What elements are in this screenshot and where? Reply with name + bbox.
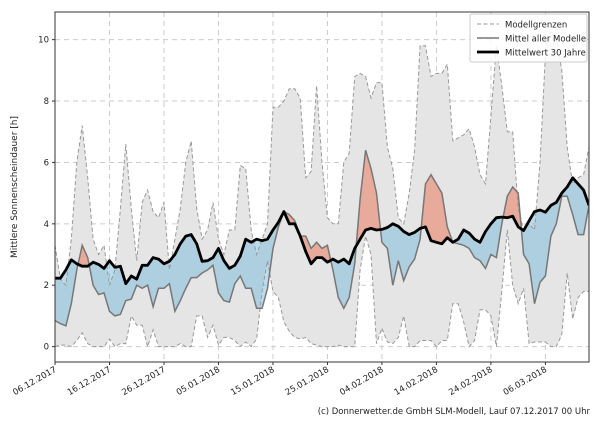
x-tick-label: 06.03.2018 [502, 365, 549, 398]
model-range-area [55, 30, 589, 347]
x-tick-label: 14.02.2018 [393, 365, 440, 398]
legend-label-model-mean: Mittel aller Modelle [505, 35, 586, 45]
x-tick-label: 04.02.2018 [338, 365, 385, 398]
x-tick-label: 05.01.2018 [175, 365, 222, 398]
y-tick-label: 4 [44, 220, 49, 230]
legend-label-climate-mean: Mittelwert 30 Jahre [505, 49, 586, 59]
model-lower-bound-line [55, 229, 589, 349]
x-tick-label: 16.12.2017 [66, 365, 113, 398]
x-tick-label: 26.12.2017 [120, 365, 167, 398]
x-tick-label: 24.02.2018 [447, 365, 494, 398]
y-axis: 0 2 4 6 8 10 [38, 36, 55, 353]
y-tick-label: 2 [44, 281, 49, 291]
legend-label-range: Modellgrenzen [505, 21, 567, 31]
x-axis: 06.12.2017 16.12.2017 26.12.2017 05.01.2018… [11, 362, 549, 398]
y-tick-label: 8 [44, 97, 49, 107]
y-tick-label: 6 [44, 158, 49, 168]
footer-credit: (c) Donnerwetter.de GmbH SLM-Modell, Lau… [318, 407, 591, 417]
y-tick-label: 10 [38, 36, 49, 46]
climate-mean-line [55, 176, 589, 286]
model-mean-line [55, 149, 589, 327]
y-tick-label: 0 [44, 343, 49, 353]
plot-frame [54, 11, 590, 363]
model-upper-bound-line [55, 29, 589, 287]
x-tick-label: 25.01.2018 [284, 365, 331, 398]
legend: Modellgrenzen Mittel aller Modelle Mitte… [469, 13, 588, 63]
x-tick-label: 06.12.2017 [11, 365, 58, 398]
x-tick-label: 15.01.2018 [229, 365, 276, 398]
y-axis-label: Mittlere Sonnenscheindauer [h] [10, 116, 20, 258]
